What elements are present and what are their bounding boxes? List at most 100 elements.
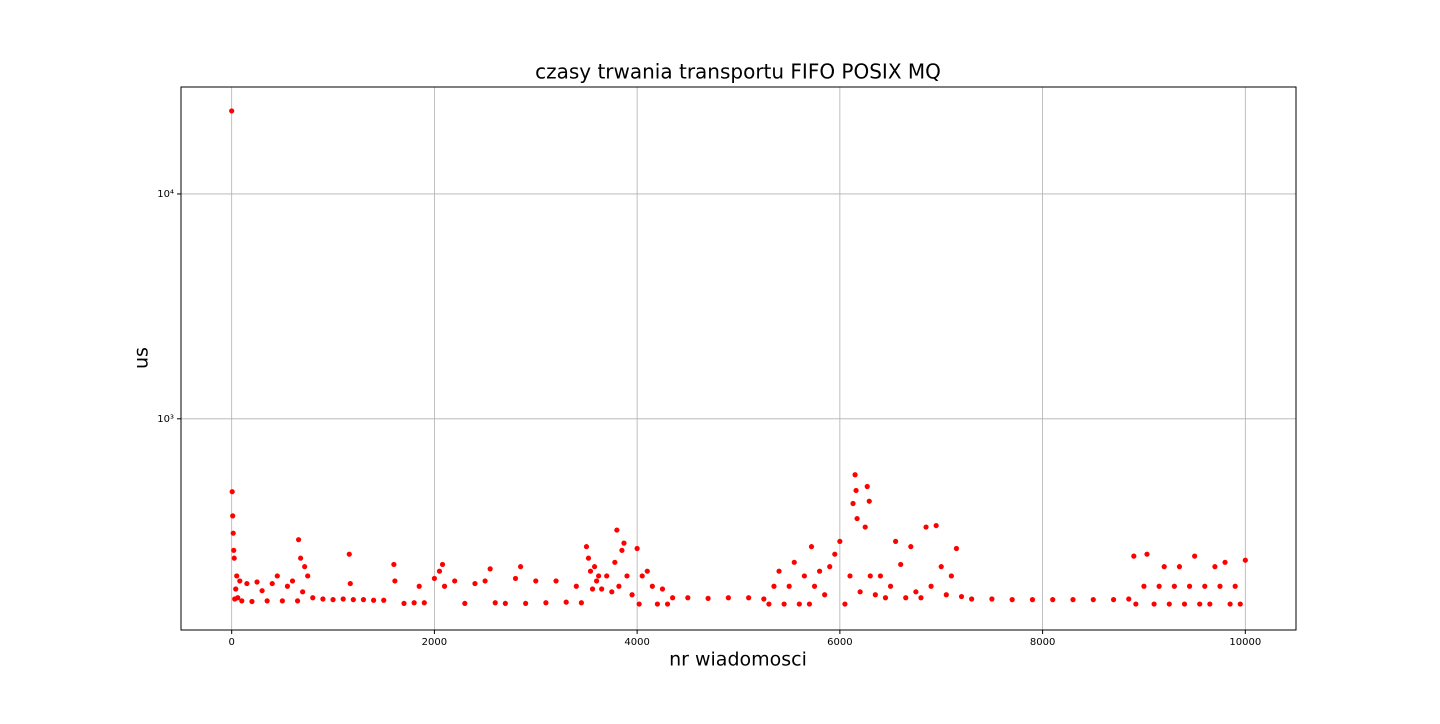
point [1186, 583, 1193, 589]
point [589, 586, 596, 592]
point [523, 600, 529, 607]
point [591, 564, 598, 570]
point [867, 573, 873, 579]
point [1141, 583, 1147, 589]
point [746, 595, 752, 601]
point [441, 583, 448, 589]
point [587, 568, 594, 574]
point [401, 600, 407, 607]
point [850, 500, 856, 507]
point [502, 600, 508, 607]
y-axis-label: us [131, 347, 153, 369]
point [439, 561, 446, 568]
point [837, 538, 843, 544]
point [928, 583, 934, 589]
point [898, 561, 904, 568]
point [616, 583, 622, 589]
point [864, 483, 870, 490]
point [239, 598, 245, 604]
point [670, 595, 676, 601]
point [781, 601, 787, 607]
point [593, 578, 600, 584]
point [872, 592, 878, 598]
point [1207, 601, 1213, 607]
point [1133, 601, 1139, 607]
point [771, 583, 777, 589]
point [636, 601, 642, 607]
point [832, 551, 838, 557]
point [294, 598, 301, 604]
point [391, 561, 397, 568]
point [310, 595, 316, 601]
point [862, 524, 868, 530]
point [1009, 597, 1015, 603]
point [1232, 583, 1238, 589]
point [808, 544, 815, 550]
point [347, 580, 353, 587]
y-tick-label: 10³ [157, 414, 174, 425]
point [1192, 553, 1198, 559]
point [305, 573, 311, 579]
point [903, 595, 909, 601]
point [649, 583, 655, 589]
point [284, 583, 291, 589]
point [654, 601, 661, 607]
point [852, 472, 858, 478]
point [298, 555, 304, 561]
point [614, 527, 620, 533]
x-tick-label: 6000 [827, 637, 852, 648]
point [231, 547, 237, 553]
x-tick-label: 8000 [1030, 637, 1055, 648]
point [893, 538, 899, 544]
point [664, 601, 671, 607]
point [1090, 597, 1096, 603]
point [1202, 583, 1208, 589]
plot-frame [180, 86, 1297, 631]
point [411, 600, 417, 606]
point [264, 598, 270, 604]
point [462, 600, 468, 607]
point [583, 544, 590, 550]
point [533, 578, 539, 584]
point [231, 555, 237, 561]
point [573, 583, 579, 589]
point [639, 573, 645, 579]
point [274, 573, 280, 579]
point [392, 578, 398, 584]
x-tick-label: 0 [228, 637, 234, 648]
point [599, 586, 605, 592]
point [346, 551, 352, 557]
point [811, 583, 818, 589]
point [330, 597, 336, 603]
point [705, 595, 711, 601]
point [517, 564, 524, 570]
point [847, 573, 853, 579]
point [249, 598, 255, 605]
point [578, 600, 584, 606]
point [1029, 597, 1036, 603]
point [1144, 551, 1150, 557]
point [1197, 601, 1203, 607]
point [644, 568, 650, 574]
point [1131, 553, 1137, 559]
point [492, 600, 498, 606]
point [1227, 601, 1233, 607]
point [685, 595, 691, 601]
point [604, 573, 610, 579]
point [624, 573, 630, 579]
point [761, 596, 767, 602]
point [953, 545, 960, 552]
point [913, 589, 919, 595]
point [938, 564, 944, 570]
point [1156, 583, 1162, 589]
point [269, 580, 275, 587]
point [612, 559, 618, 565]
point [596, 573, 602, 579]
point [877, 573, 884, 579]
point [320, 596, 326, 602]
point [969, 596, 975, 602]
point [827, 564, 833, 570]
point [300, 589, 306, 595]
